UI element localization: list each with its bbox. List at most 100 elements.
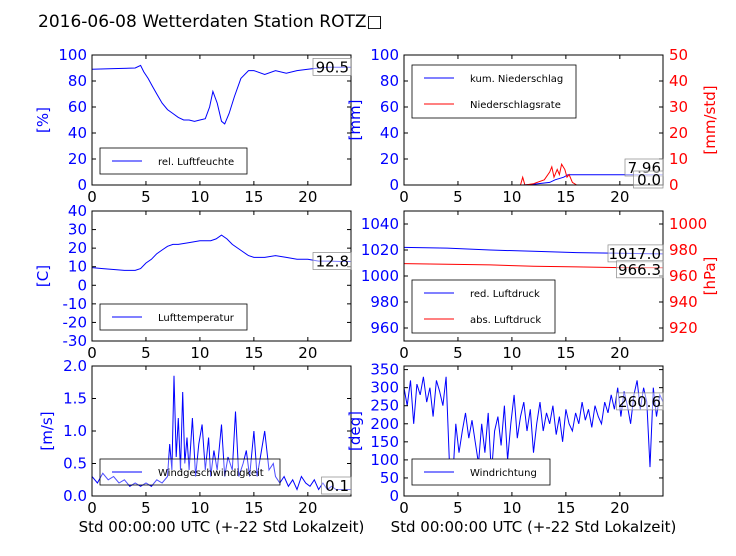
x-tick-label: 20 <box>298 499 317 517</box>
plot-frame-temperature <box>91 210 352 342</box>
panel-humidity: 0 5 10 15 20 0 20 40 60 80 100 [%] rel. Luftfeuchte 9… <box>34 46 352 206</box>
legend-entry: rel. Luftfeuchte <box>158 157 234 168</box>
x-tick-label: 5 <box>141 344 151 362</box>
series-line-humidity-0 <box>92 64 351 125</box>
x-tick-label: 20 <box>610 344 629 362</box>
value-label-temperature-box <box>312 252 352 270</box>
y-tick-label: 980 <box>370 293 399 311</box>
x-tick-label: 15 <box>244 344 263 362</box>
legend-entry: kum. Niederschlag <box>470 74 563 85</box>
legend-entry: Lufttemperatur <box>158 313 235 324</box>
y2-tick-label: 50 <box>669 46 688 64</box>
value-label-pressure: 1017.0 <box>609 245 662 263</box>
y-tick-label: 80 <box>380 72 399 90</box>
y-tick-label: 350 <box>370 361 399 379</box>
y-tick-label: 2.0 <box>63 357 87 375</box>
panel-temperature: 0 5 10 15 20-30-20-10010203040[C]Lufttempera… <box>34 202 352 362</box>
y-tick-label: 0 <box>389 176 399 194</box>
legend-entry: Windrichtung <box>470 468 537 479</box>
y-tick-label: -20 <box>63 313 88 331</box>
y-tick-label: 100 <box>370 46 399 64</box>
x-tick-label: 10 <box>502 344 521 362</box>
y-tick-label: 60 <box>68 98 87 116</box>
value-label2-precip-box <box>633 170 664 189</box>
y2-tick-label: 30 <box>669 98 688 116</box>
series-line-temperature-0 <box>92 234 351 271</box>
y-tick-label: 250 <box>370 397 399 415</box>
plot-frame-winddir <box>403 365 664 497</box>
x-tick-label: 0 <box>87 499 97 517</box>
x-tick-label: 0 <box>399 188 409 206</box>
y-axis-label: [m/s] <box>38 411 56 450</box>
series-line-windspeed-0 <box>92 375 351 491</box>
y2-tick-label: 20 <box>669 124 688 142</box>
x-tick-label: 0 <box>87 344 97 362</box>
panel-precip: 0 5 10 15 20 0 20 40 60 80 100 0 10 20 30 40 50 [mm] [mm/s… <box>346 46 719 206</box>
legend-box-precip <box>411 64 577 119</box>
value-label2-pressure-box <box>616 260 664 279</box>
y2-tick-label: 40 <box>669 72 688 90</box>
y-tick-label: 50 <box>380 469 399 487</box>
y-tick-label: 1000 <box>361 267 399 285</box>
value-label-windspeed: 0.1 <box>325 477 349 495</box>
y-tick-label: 0 <box>389 487 399 505</box>
x-tick-label: 5 <box>453 499 463 517</box>
x-tick-label: 0 <box>399 499 409 517</box>
y-tick-label: -30 <box>63 332 88 350</box>
y2-tick-label: 920 <box>669 319 698 337</box>
y-axis-label: [mm] <box>346 100 364 141</box>
x-tick-label: 10 <box>502 499 521 517</box>
x-tick-label: 20 <box>298 188 317 206</box>
x-tick-label: 10 <box>190 344 209 362</box>
value-label-winddir-box <box>616 392 664 411</box>
y-axis-label: [deg] <box>346 411 364 451</box>
value-label2-pressure: 966.3 <box>618 261 661 279</box>
y-tick-label: 0 <box>77 276 87 294</box>
x-axis-label: Std 00:00:00 UTC (+-22 Std Lokalzeit) <box>79 518 365 536</box>
legend-entry: Windgeschwindigkeit <box>158 468 264 479</box>
legend-entry: red. Luftdruck <box>470 289 540 300</box>
x-tick-label: 15 <box>556 344 575 362</box>
y2-tick-label: 940 <box>669 293 698 311</box>
x-tick-label: 5 <box>453 344 463 362</box>
panel-windspeed: 0 5 10 15 20 0.0 0.5 1.0 1.5 2.0 [m/s] Std 00:00:00… <box>38 357 364 536</box>
y-tick-label: 40 <box>68 124 87 142</box>
series-line-precip-1 <box>404 162 663 185</box>
x-tick-label: 20 <box>610 188 629 206</box>
y2-axis-label: [hPa] <box>701 257 719 296</box>
y-tick-label: 100 <box>58 46 87 64</box>
y-tick-label: 960 <box>370 319 399 337</box>
x-tick-label: 10 <box>190 188 209 206</box>
y-tick-label: 1040 <box>361 215 399 233</box>
y-tick-label: 300 <box>370 379 399 397</box>
y2-axis-label: [mm/std] <box>701 85 719 154</box>
y-axis-label: [C] <box>34 265 52 287</box>
plot-frame-humidity <box>91 54 352 186</box>
x-tick-label: 10 <box>502 188 521 206</box>
y-tick-label: 200 <box>370 415 399 433</box>
x-tick-label: 5 <box>453 188 463 206</box>
x-tick-label: 20 <box>610 499 629 517</box>
value-label-windspeed-box <box>321 476 352 495</box>
y-axis-label: [%] <box>34 107 52 133</box>
legend-entry: abs. Luftdruck <box>470 315 541 326</box>
y-tick-label: 20 <box>68 150 87 168</box>
x-tick-label: 5 <box>141 499 151 517</box>
y2-tick-label: 1000 <box>669 215 707 233</box>
y2-tick-label: 960 <box>669 267 698 285</box>
y-tick-label: 80 <box>68 72 87 90</box>
value-label2-precip: 0.0 <box>637 171 661 189</box>
y2-tick-label: 980 <box>669 241 698 259</box>
x-tick-label: 20 <box>298 344 317 362</box>
y-tick-label: -10 <box>63 295 88 313</box>
x-axis-label: Std 00:00:00 UTC (+-22 Std Lokalzeit) <box>391 518 677 536</box>
x-tick-label: 15 <box>244 188 263 206</box>
value-label-humidity-box <box>312 57 352 76</box>
value-label-humidity: 90.5 <box>316 58 349 76</box>
y2-tick-label: 10 <box>669 150 688 168</box>
value-label-winddir: 260.6 <box>618 393 661 411</box>
y-tick-label: 1.5 <box>63 390 87 408</box>
x-tick-label: 15 <box>556 188 575 206</box>
